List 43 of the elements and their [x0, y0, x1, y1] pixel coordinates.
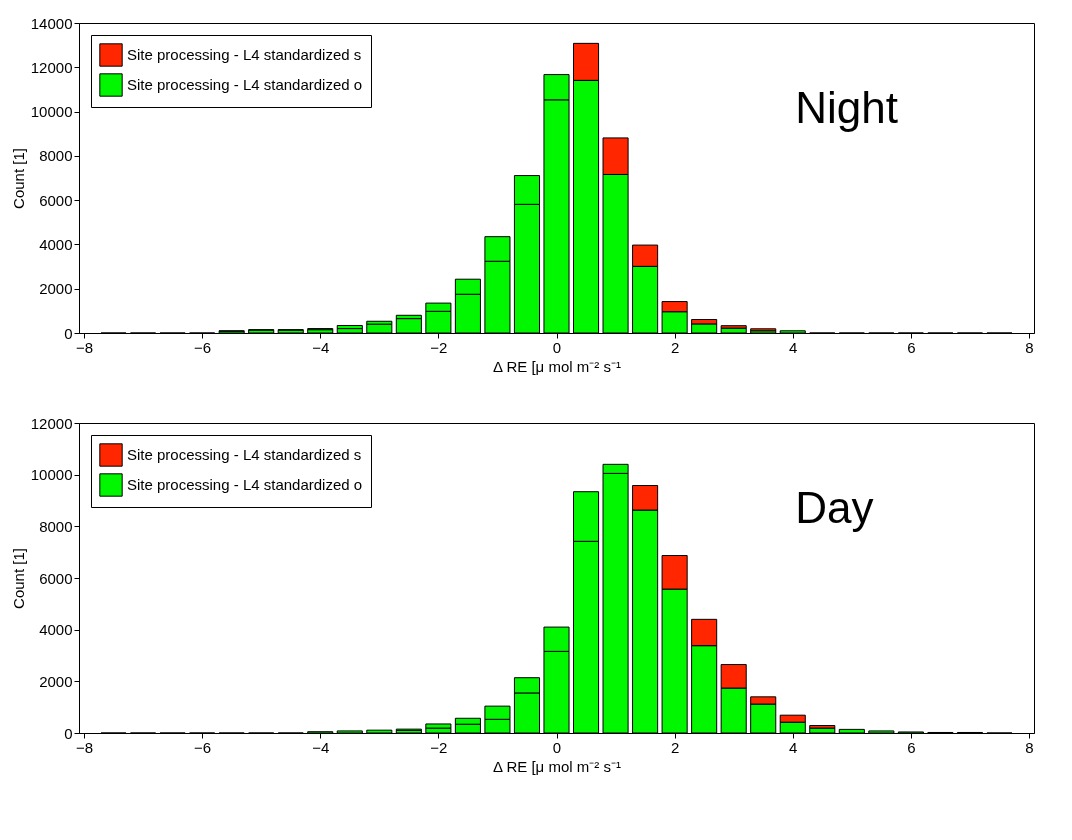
y-tick-label: 12000	[30, 414, 73, 432]
y-tick-label: 0	[64, 724, 73, 742]
x-axis-title: Δ RE [μ mol m⁻² s⁻¹	[493, 357, 621, 375]
legend-label: Site processing - L4 standardized o	[127, 476, 363, 493]
x-tick-label: 6	[907, 338, 916, 356]
legend-label: Site processing - L4 standardized s	[127, 446, 362, 463]
x-tick-label: 8	[1025, 738, 1034, 756]
y-tick-label: 4000	[39, 621, 73, 639]
x-tick-label: 4	[789, 338, 798, 356]
x-tick-label: −4	[312, 738, 330, 756]
legend-label: Site processing - L4 standardized s	[127, 46, 362, 63]
y-tick-label: 6000	[39, 569, 73, 587]
y-tick-label: 12000	[30, 58, 73, 76]
y-tick-label: 10000	[30, 466, 73, 484]
annotation: Day	[795, 482, 874, 532]
y-tick-label: 6000	[39, 191, 73, 209]
x-tick-label: 0	[552, 738, 562, 756]
y-tick-label: 8000	[39, 147, 73, 165]
x-tick-label: 2	[670, 738, 680, 756]
x-axis-title: Δ RE [μ mol m⁻² s⁻¹	[493, 757, 621, 775]
y-tick-label: 10000	[30, 103, 73, 121]
y-tick-label: 2000	[39, 280, 73, 298]
x-tick-label: 2	[670, 338, 680, 356]
y-tick-label: 14000	[30, 14, 73, 32]
y-tick-label: 0	[64, 324, 73, 342]
y-axis-title: Count [1]	[9, 548, 27, 609]
y-tick-label: 2000	[39, 672, 73, 690]
x-tick-label: 8	[1025, 338, 1034, 356]
y-tick-label: 8000	[39, 517, 73, 535]
legend-label: Site processing - L4 standardized o	[127, 76, 363, 93]
x-tick-label: −4	[312, 338, 330, 356]
x-tick-label: −2	[430, 338, 448, 356]
y-axis-title: Count [1]	[9, 148, 27, 209]
y-tick-label: 4000	[39, 235, 73, 253]
x-tick-label: −6	[194, 338, 212, 356]
x-tick-label: −2	[430, 738, 448, 756]
x-tick-label: −8	[75, 338, 94, 356]
x-tick-label: 0	[552, 338, 562, 356]
x-tick-label: −6	[194, 738, 212, 756]
annotation: Night	[795, 82, 898, 132]
x-tick-label: −8	[75, 738, 94, 756]
x-tick-label: 4	[789, 738, 798, 756]
x-tick-label: 6	[907, 738, 916, 756]
